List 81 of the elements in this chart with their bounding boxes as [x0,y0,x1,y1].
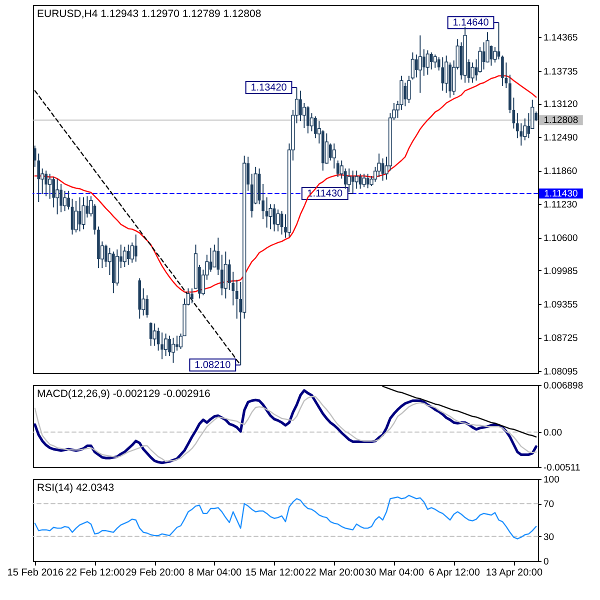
x-tick-label: 22 Mar 20:00 [305,568,365,578]
text: 1.13420 [250,82,287,94]
candlestick [152,322,156,346]
x-tick-label: 6 Apr 12:00 [428,568,480,578]
x-tick-label: 22 Feb 12:00 [66,568,126,578]
y-tick-label: 1.09355 [544,300,578,311]
candlestick [78,196,82,232]
candlestick [52,176,55,208]
x-tick-label: 29 Feb 20:00 [126,568,185,578]
y-tick-label: 30 [544,532,554,543]
x-tick-label: 30 Mar 04:00 [365,568,424,578]
candlestick [441,56,444,92]
y-tick-label: 0 [544,556,549,568]
chart-title: RSI(14) 42.0343 [37,482,114,494]
candlestick [306,106,310,134]
candlestick [501,55,504,86]
y-tick-label: 1.10600 [544,233,578,244]
candlestick [336,160,340,178]
candlestick [490,44,493,66]
y-tick-label: 1.09985 [544,266,578,277]
y-tick-label: 1.14365 [544,32,578,44]
candlestick [171,337,176,364]
y-tick-label: 1.11230 [544,200,578,211]
candlestick [358,173,362,190]
candlestick [62,190,67,212]
candlestick [381,158,384,182]
y-tick-label: -0.00511 [544,462,580,474]
x-tick-label: 15 Mar 12:00 [245,568,305,578]
ref-line-label: 1.11430 [544,188,578,200]
candlestick [426,50,430,76]
y-tick-label: 0.006898 [544,380,584,392]
candlestick [362,173,366,188]
ref-line-label: 1.12808 [544,115,578,126]
y-tick-label: 0.00 [544,428,562,439]
candlestick [209,247,212,272]
candlestick [74,200,78,233]
chart-title: MACD(12,26,9) -0.002129 -0.002916 [37,388,211,400]
chart-title: EURUSD,H4 1.12943 1.12970 1.12789 1.12808 [37,8,262,20]
y-tick-label: 1.08725 [544,333,578,344]
candlestick [444,55,448,94]
x-tick-label: 13 Apr 20:00 [486,568,543,578]
text: 1.14640 [452,18,489,29]
candlestick [220,254,224,296]
candlestick [422,48,426,76]
candlestick [351,170,354,194]
candlestick [418,34,422,94]
y-tick-label: 1.13120 [544,99,578,110]
candlestick [470,62,474,84]
y-tick-label: 1.08095 [544,366,578,378]
candlestick [224,251,228,299]
y-tick-label: 1.13735 [544,66,578,78]
y-tick-label: 1.11860 [544,166,578,178]
line-series [34,494,537,540]
candlestick [82,196,86,230]
candlestick [404,82,407,107]
candlestick [164,333,168,356]
candlestick [190,288,194,304]
candlestick [56,178,60,215]
candlestick [433,54,437,68]
y-tick-label: 100 [544,474,560,486]
candlestick [520,122,523,146]
candlestick [377,153,381,178]
candlestick [44,170,48,197]
candlestick [354,170,358,190]
y-tick-label: 70 [544,499,554,510]
x-tick-label: 15 Feb 2016 [7,568,64,578]
candlestick [67,190,70,210]
candlestick [122,246,126,268]
text: 1.08210 [194,360,231,372]
candlestick [332,142,336,169]
candlestick [265,196,268,228]
y-tick-label: 1.12490 [544,132,578,144]
x-tick-label: 8 Mar 04:00 [188,568,242,578]
candlestick [168,335,171,356]
candlestick [430,52,433,70]
candlestick [176,335,178,352]
candlestick [415,54,418,78]
candlestick [344,168,347,190]
candlestick [134,234,138,262]
candlestick [126,244,130,266]
candlestick [366,173,370,189]
